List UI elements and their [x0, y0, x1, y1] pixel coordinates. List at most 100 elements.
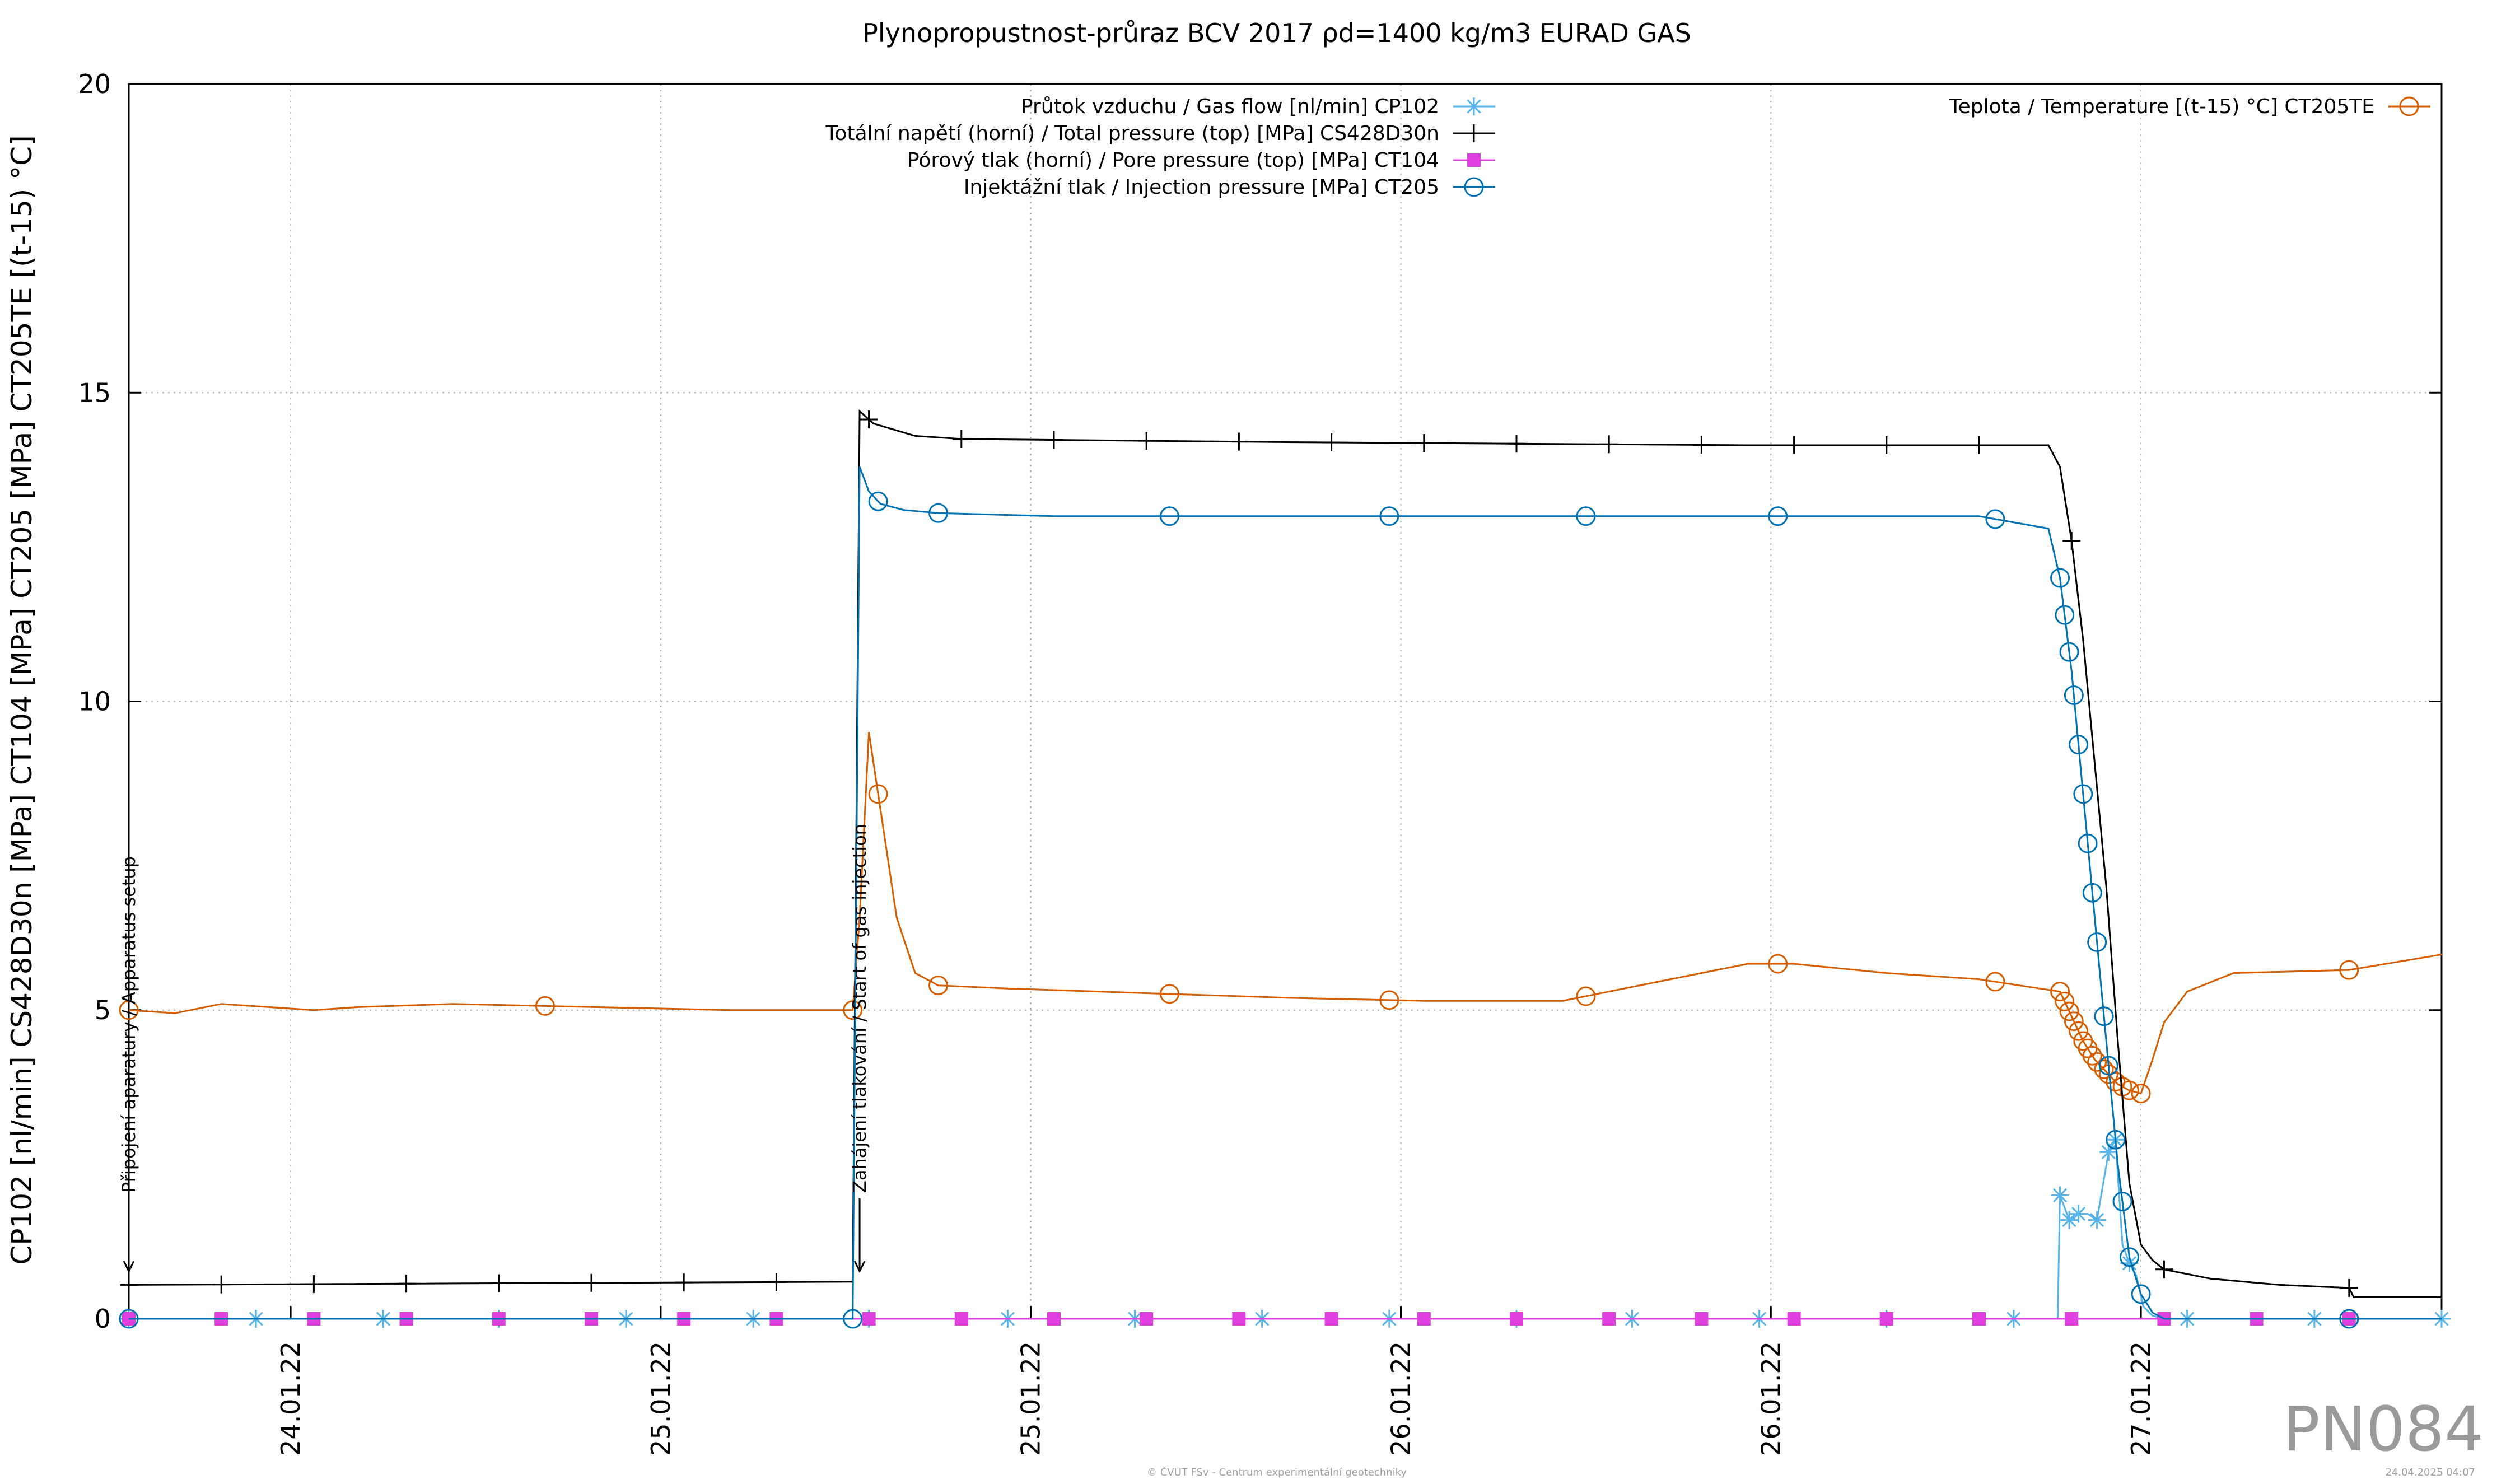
data-point [868, 784, 888, 804]
data-point [2106, 1072, 2126, 1092]
data-point [1137, 432, 1156, 450]
data-point [1379, 506, 1399, 526]
data-point [1695, 1312, 1709, 1326]
series [119, 466, 2442, 1329]
data-point [2094, 1060, 2114, 1080]
data-point [1140, 1312, 1154, 1326]
data-point [212, 1275, 231, 1294]
data-point [119, 1000, 139, 1020]
data-point [582, 1273, 600, 1292]
data-point [2062, 531, 2081, 550]
data-point [1464, 177, 1484, 197]
x-tick-label: 24.01.22 [276, 1341, 306, 1456]
data-point [397, 1275, 416, 1293]
data-point [2087, 932, 2107, 952]
data-point [2119, 1080, 2139, 1100]
data-point [1045, 431, 1063, 449]
data-point [120, 1276, 138, 1294]
data-point [2065, 1312, 2079, 1326]
data-point [1160, 506, 1179, 526]
data-point [1467, 153, 1481, 167]
data-point [1415, 434, 1433, 452]
data-point [2131, 1284, 2151, 1304]
data-point [1508, 435, 1525, 453]
annotations: Připojení aparatury / Apparatus setup Zah… [118, 824, 870, 1273]
legend-label: Pórový tlak (horní) / Pore pressure (top… [907, 149, 1439, 172]
data-point [1768, 954, 1788, 974]
data-point [2069, 735, 2089, 755]
data-point [2098, 1056, 2118, 1076]
data-point [489, 1274, 508, 1292]
data-point [2059, 642, 2079, 662]
data-point [1877, 436, 1896, 454]
data-point [1602, 1312, 1616, 1326]
data-point [2050, 982, 2070, 1002]
data-point [2088, 1211, 2106, 1229]
data-point [1465, 97, 1483, 115]
legend-label: Totální napětí (horní) / Total pressure … [825, 122, 1440, 145]
data-point [2069, 1021, 2089, 1041]
data-point [2055, 605, 2075, 625]
data-point [2051, 1186, 2069, 1205]
data-point [1985, 509, 2005, 529]
data-point [1576, 506, 1596, 526]
data-point [1465, 124, 1483, 142]
footer-credit: © ČVUT FSv - Centrum experimentální geot… [1147, 1466, 1407, 1478]
data-point [2106, 1130, 2126, 1150]
data-point [1787, 1312, 1801, 1326]
series [119, 732, 2442, 1104]
series-group [119, 409, 2451, 1329]
data-point [1322, 433, 1341, 452]
data-point [1510, 1312, 1523, 1326]
legend-label: Injektážní tlak / Injection pressure [MP… [964, 176, 1439, 199]
data-point [2064, 685, 2084, 705]
data-point [2399, 96, 2419, 116]
data-point [1785, 436, 1803, 454]
data-point [119, 1309, 139, 1329]
annotation-label: Zahájení tlakování / Start of gas inject… [849, 824, 870, 1193]
data-point [2119, 1247, 2139, 1267]
data-point [305, 1275, 323, 1293]
series-line [129, 1137, 2442, 1320]
data-point [952, 430, 970, 448]
series [120, 409, 2442, 1298]
data-point [2099, 1143, 2118, 1161]
y-axis-ticks: 0 5 10 15 20 [78, 69, 2442, 1334]
data-point [1160, 984, 1179, 1004]
annotation-arrowhead [853, 1261, 866, 1273]
legend: Průtok vzduchu / Gas flow [nl/min] CP102… [825, 95, 2430, 199]
data-point [1879, 1312, 1893, 1326]
data-point [2339, 960, 2359, 980]
data-point [2131, 1084, 2151, 1104]
y-tick-label: 0 [95, 1304, 111, 1334]
data-point [843, 1309, 863, 1329]
grid [129, 84, 2442, 1319]
data-point [862, 1312, 876, 1326]
x-tick-label: 25.01.22 [646, 1341, 676, 1456]
data-point [928, 503, 948, 523]
data-point [767, 1273, 786, 1291]
data-point [860, 410, 878, 429]
series-line [128, 409, 2442, 1298]
y-tick-label: 15 [78, 377, 111, 408]
data-point [2340, 1278, 2358, 1297]
data-point [954, 1312, 968, 1326]
data-point [1576, 986, 1596, 1006]
data-point [535, 996, 555, 1016]
footer-timestamp: 24.04.2025 04:07 [2385, 1467, 2475, 1478]
data-point [2082, 1046, 2102, 1066]
chart-title: Plynopropustnost-průraz BCV 2017 ρd=1400… [862, 18, 1691, 48]
data-point [2060, 1211, 2079, 1229]
data-point [1324, 1312, 1338, 1326]
data-point [1985, 972, 2005, 992]
data-point [2155, 1260, 2173, 1278]
legend-label: Teplota / Temperature [(t-15) °C] CT205T… [1949, 95, 2374, 118]
data-point [2087, 1052, 2107, 1072]
x-tick-label: 26.01.22 [1386, 1341, 1416, 1456]
x-axis-ticks: 24.01.22 25.01.22 25.01.22 26.01.22 26.01.22… [276, 1306, 2156, 1456]
y-axis-label: CP102 [nl/min] CS428D30n [MPa] CT104 [MP… [6, 135, 38, 1264]
series [120, 1131, 2451, 1328]
data-point [2073, 784, 2093, 804]
watermark-label: PN084 [2283, 1393, 2484, 1465]
